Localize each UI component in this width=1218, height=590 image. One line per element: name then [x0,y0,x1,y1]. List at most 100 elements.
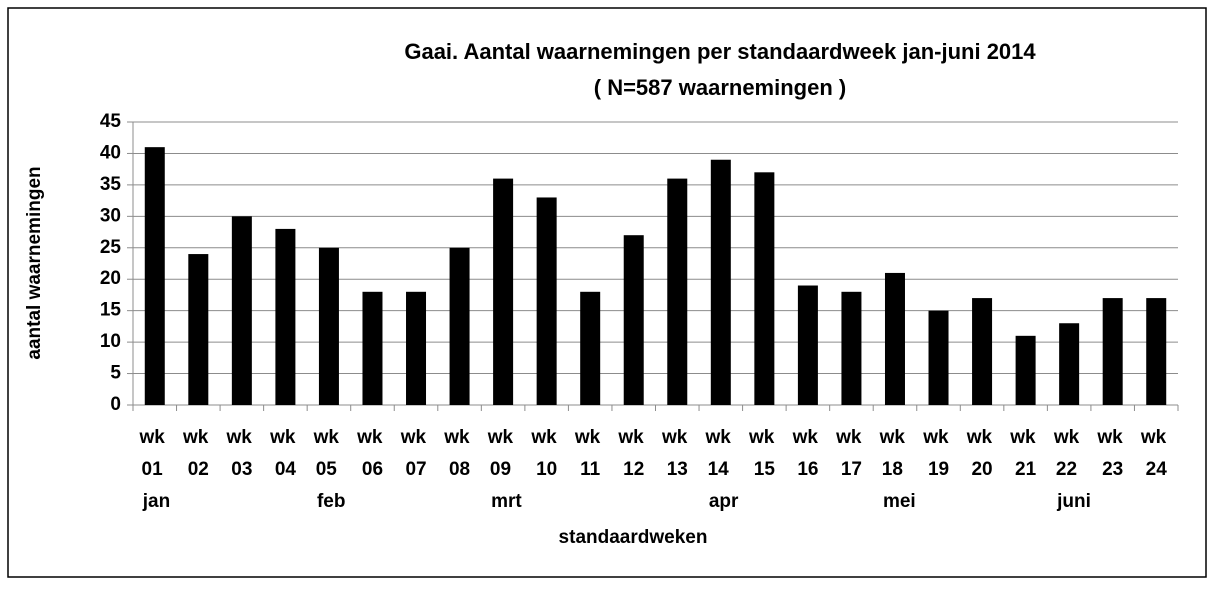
x-tick-label-line: mrt [491,491,522,512]
x-tick-label: wk 24 [1140,427,1172,480]
bar [754,172,775,405]
x-tick-label-line: wk [574,427,606,448]
y-tick-label: 15 [100,300,122,321]
x-tick-label-line: 12 [623,459,644,480]
x-tick-label: wk 20 [966,427,998,480]
x-tick-label-line: feb [317,491,346,512]
x-tick-label-line: wk [1053,427,1085,448]
x-tick-label: wk 19 [922,427,954,480]
x-tick-label: wk 16 [792,427,824,480]
x-tick-label-line: 20 [971,459,992,480]
x-tick-label-line: 18 [882,459,908,480]
bar [580,291,601,405]
x-tick-label-line: 14 [708,459,734,480]
chart-title: Gaai. Aantal waarnemingen per standaardw… [404,39,1036,64]
x-tick-label-line: 05 [316,459,342,480]
chart-subtitle: ( N=587 waarnemingen ) [594,75,846,100]
x-tick-label-line: wk [617,427,649,448]
bar [449,247,470,405]
bar [231,216,252,405]
x-tick-label: wk 15 [748,427,780,480]
y-tick-label: 25 [100,237,122,258]
x-tick-label: wk 17 [835,427,867,480]
bar [1015,335,1036,405]
x-tick-label: wk 18 mei [879,427,916,512]
x-tick-label-line: wk [792,427,824,448]
bar [884,272,905,405]
x-tick-label-line: wk [138,427,170,448]
x-tick-label: wk 21 [1009,427,1041,480]
x-tick-label: wk 23 [1096,427,1128,480]
y-tick-label: 40 [100,142,121,163]
bar [797,285,818,405]
x-tick-label-line: wk [835,427,867,448]
y-tick-label: 10 [100,331,121,352]
x-tick-label: wk 08 [443,427,475,480]
bar [841,291,862,405]
x-tick-label-line: apr [709,491,739,512]
x-tick-label-line: 16 [797,459,818,480]
x-tick-label-line: 08 [449,459,470,480]
bar [188,254,209,405]
bar [406,291,427,405]
x-tick-label-line: wk [487,427,519,448]
x-tick-label-line: 13 [667,459,688,480]
bar [318,247,339,405]
bar [1146,298,1167,405]
bar [536,197,557,405]
x-tick-label-line: wk [1140,427,1172,448]
x-tick-label-line: 07 [405,459,426,480]
x-tick-label-line: wk [1096,427,1128,448]
x-tick-label: wk 09 mrt [487,427,523,512]
x-tick-label-line: 09 [490,459,516,480]
bar [710,159,731,405]
x-tick-label: wk 13 [661,427,693,480]
x-tick-label-line: wk [705,427,737,448]
x-tick-label-line: wk [922,427,954,448]
bar [623,235,644,405]
x-tick-label-line: wk [661,427,693,448]
y-tick-label: 0 [110,394,121,415]
y-tick-label: 30 [100,205,121,226]
bar [144,147,165,405]
x-tick-label-line: wk [356,427,388,448]
x-tick-label-line: wk [182,427,214,448]
bar [972,298,993,405]
x-tick-label-line: 04 [275,459,297,480]
x-tick-label: wk 05 feb [313,427,346,512]
x-tick-label-line: 03 [231,459,252,480]
x-tick-label: wk 02 [182,427,214,480]
x-tick-label-line: 19 [928,459,949,480]
bar [275,228,296,405]
x-tick-label-line: 10 [536,459,557,480]
x-tick-label-line: jan [142,491,170,512]
x-tick-label-line: 06 [362,459,383,480]
x-tick-label-line: wk [530,427,562,448]
x-tick-label: wk 07 [400,427,432,480]
y-tick-label: 20 [100,268,121,289]
x-tick-label: wk 11 [574,427,606,480]
bar [1059,323,1080,405]
x-tick-label-line: wk [748,427,780,448]
x-tick-label: wk 01 jan [138,427,170,512]
x-axis-label: standaardweken [559,527,708,548]
y-tick-label: 35 [100,174,122,195]
x-tick-label-line: 17 [841,459,862,480]
x-tick-label-line: 22 [1056,459,1082,480]
bar [362,291,383,405]
x-tick-label: wk 03 [226,427,258,480]
x-tick-label-line: 11 [580,459,601,480]
y-tick-label: 45 [100,111,122,132]
bar [928,310,949,405]
x-tick-label: wk 06 [356,427,388,480]
y-tick-label: 5 [110,363,121,384]
x-tick-label-line: wk [400,427,432,448]
x-tick-label-line: wk [879,427,911,448]
x-tick-label-line: 21 [1015,459,1037,480]
x-tick-label-line: wk [443,427,475,448]
x-tick-label-line: wk [1009,427,1041,448]
x-tick-label-line: mei [883,491,916,512]
x-tick-label-line: wk [966,427,998,448]
bar [1102,298,1123,405]
